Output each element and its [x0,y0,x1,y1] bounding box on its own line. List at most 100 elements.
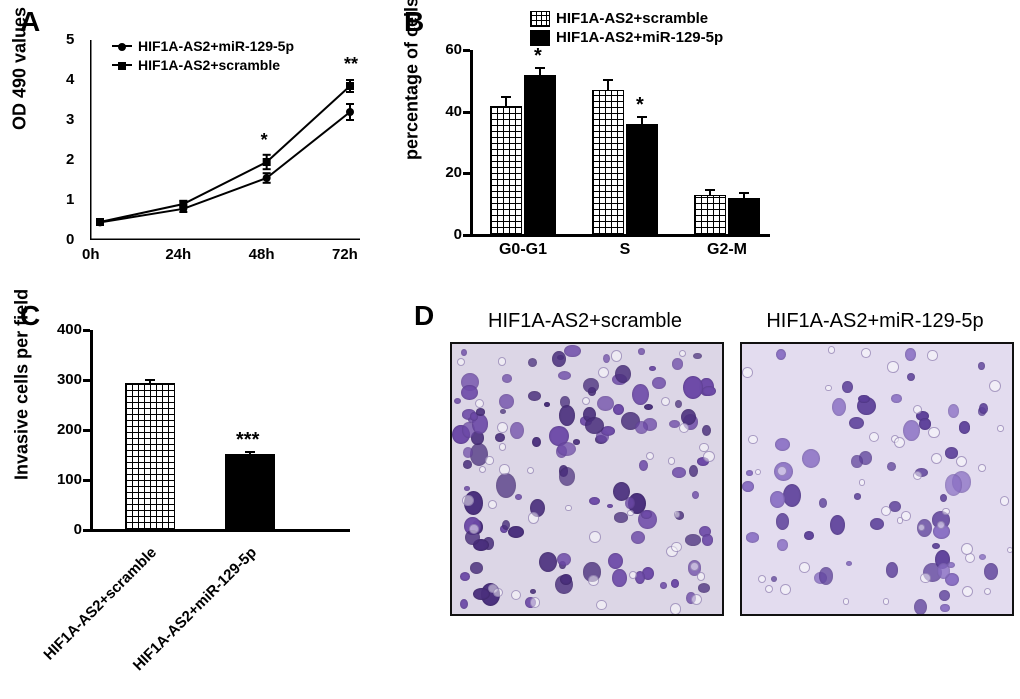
panel-b-bar [694,195,726,235]
cell-icon [460,572,470,581]
pore-icon [598,367,609,378]
cell-icon [849,417,864,430]
panel-a-legend-item: HIF1A-AS2+miR-129-5p [112,38,294,55]
cell-icon [945,447,958,458]
cell-icon [693,353,701,359]
cell-icon [830,515,845,535]
panel-d-image-title: HIF1A-AS2+scramble [450,310,720,333]
pore-icon [497,422,508,433]
y-tick: 60 [422,41,462,58]
cell-icon [907,373,915,381]
cell-icon [639,460,648,472]
y-tick: 40 [422,103,462,120]
panel-c-category: HIF1A-AS2+scramble [40,544,160,664]
pore-icon [670,603,682,615]
pore-icon [961,543,973,555]
cell-icon [463,447,473,458]
cell-icon [558,371,571,380]
cell-icon [559,405,575,426]
cell-icon [846,561,852,566]
panel-b-sig: * [534,45,542,68]
cell-icon [891,394,901,403]
panel-b-category: G0-G1 [490,241,556,259]
legend-text: HIF1A-AS2+scramble [138,57,280,74]
pore-icon [1007,547,1013,553]
cell-icon [771,576,777,582]
cell-icon [613,404,624,415]
panel-b-bar [490,106,522,236]
cell-icon [612,569,626,587]
y-tick: 200 [42,421,82,438]
pore-icon [457,358,465,366]
cell-icon [476,408,485,415]
panel-a-y-tick: 1 [66,191,74,208]
cell-icon [702,386,716,397]
cell-icon [496,473,515,498]
cell-icon [635,421,648,434]
panel-b-bar [592,90,624,235]
pore-icon [690,562,699,571]
cell-icon [539,552,557,572]
cell-icon [675,400,682,408]
cell-icon [510,422,524,439]
pore-icon [697,572,706,581]
cell-icon [804,531,813,540]
panel-b-category: G2-M [694,241,760,259]
cell-icon [903,420,920,441]
cell-icon [671,579,680,588]
cell-icon [886,562,898,577]
pore-icon [679,423,689,433]
pore-icon [799,562,810,573]
cell-icon [683,376,703,399]
cell-icon [499,394,514,409]
cell-icon [672,467,686,478]
panel-a-y-tick: 3 [66,111,74,128]
cell-icon [870,518,884,530]
pore-icon [589,531,601,543]
panel-c: Invasive cells per field 0100200300400HI… [20,310,380,690]
cell-icon [832,398,846,417]
pore-icon [565,505,572,512]
panel-a-x-tick: 72h [332,246,358,263]
y-tick: 0 [42,521,82,538]
panel-b-bar [626,124,658,235]
cell-icon [702,425,711,436]
pore-icon [646,452,654,460]
cell-icon [597,396,614,412]
pore-icon [913,471,922,480]
figure-root: A OD 490 values 0123450h24h48h72h*** HIF… [0,0,1020,699]
pore-icon [499,443,506,450]
y-tick: 400 [42,321,82,338]
panel-a-sig: ** [344,54,358,75]
cell-icon [979,403,988,414]
cell-icon [530,589,536,594]
pore-icon [462,495,473,506]
panel-a-x-tick: 48h [249,246,275,263]
cell-icon [775,438,790,451]
panel-b-bar [728,198,760,235]
pore-icon [828,346,836,354]
cell-icon [746,470,753,475]
pore-icon [881,506,891,516]
pore-icon [869,432,879,442]
pore-icon [978,464,986,472]
cell-icon [454,398,461,404]
cell-icon [742,481,754,492]
cell-icon [463,460,472,468]
panel-d-micrograph [740,342,1014,616]
pore-icon [962,586,973,597]
panel-a-y-tick: 0 [66,231,74,248]
pore-icon [530,597,540,607]
hatch-swatch-icon [530,11,550,27]
pore-icon [679,350,686,357]
panel-a: OD 490 values 0123450h24h48h72h*** HIF1A… [20,10,380,270]
pore-icon [596,600,607,611]
pore-icon [499,464,509,474]
cell-icon [940,494,947,502]
panel-b-plot: 0204060G0-G1SG2-M** [470,50,770,235]
panel-a-y-axis-label: OD 490 values [10,7,31,130]
cell-icon [528,358,537,367]
cell-icon [464,486,470,491]
cell-icon [858,395,870,404]
panel-a-y-tick: 2 [66,151,74,168]
